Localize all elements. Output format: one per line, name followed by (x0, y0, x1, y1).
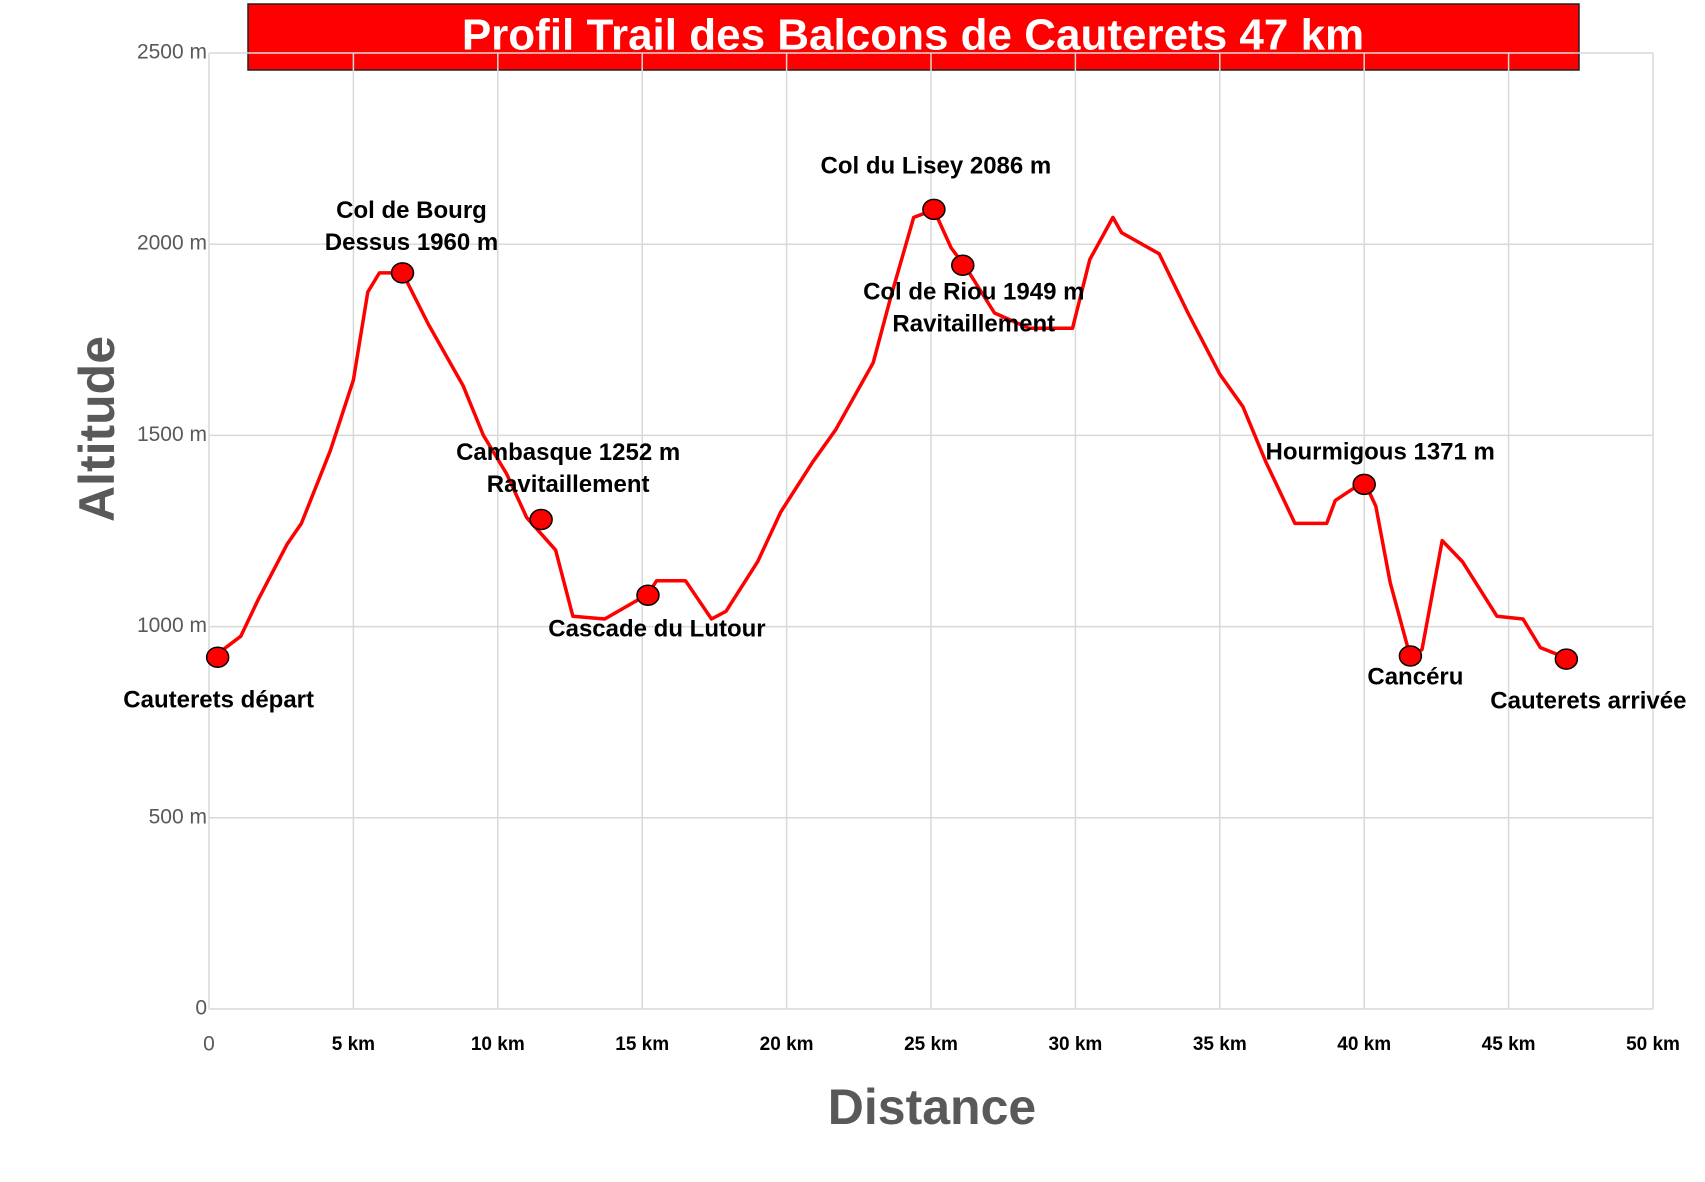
waypoint-label: Cauterets départ (123, 687, 314, 714)
x-tick-label: 50 km (1626, 1034, 1680, 1055)
waypoint-label: Col de Riou 1949 m (863, 279, 1084, 306)
waypoint-marker (390, 262, 415, 284)
waypoint-marker (1398, 645, 1423, 667)
y-tick-label: 1000 m (137, 614, 207, 637)
waypoint-label: Dessus 1960 m (325, 229, 498, 256)
title-box (247, 3, 1580, 71)
y-tick-label: 2500 m (137, 41, 207, 64)
y-tick-label: 1500 m (137, 423, 207, 446)
chart-title: Profil Trail des Balcons de Cauterets 47… (462, 11, 1364, 60)
waypoint-label: Cauterets arrivée (1490, 687, 1686, 714)
waypoint-label: Ravitaillement (892, 311, 1055, 338)
x-tick-label: 0 (203, 1033, 215, 1056)
waypoint-label: Hourmigous 1371 m (1265, 439, 1494, 466)
x-tick-label: 10 km (471, 1034, 525, 1055)
waypoint-label: Cancéru (1367, 663, 1463, 690)
waypoint-label: Cambasque 1252 m (456, 439, 680, 466)
waypoint-marker (205, 646, 230, 668)
waypoint-label: Ravitaillement (487, 471, 650, 498)
waypoint-marker (1554, 648, 1579, 670)
waypoint-label: Col du Lisey 2086 m (821, 153, 1052, 180)
waypoint-marker (636, 584, 660, 606)
waypoint-marker (1352, 473, 1376, 496)
x-tick-label: 35 km (1193, 1034, 1247, 1055)
x-tick-label: 45 km (1482, 1034, 1536, 1055)
x-tick-label: 25 km (904, 1034, 958, 1055)
y-tick-label: 0 (195, 997, 207, 1020)
waypoint-marker (922, 198, 946, 221)
x-tick-label: 20 km (760, 1034, 814, 1055)
y-tick-label: 500 m (149, 805, 207, 828)
x-tick-label: 30 km (1048, 1034, 1102, 1055)
waypoint-marker (951, 254, 975, 276)
waypoint-label: Cascade du Lutour (548, 616, 765, 643)
x-tick-label: 40 km (1337, 1034, 1391, 1055)
y-axis-label: Altitude (69, 336, 125, 522)
y-tick-label: 2000 m (137, 232, 207, 255)
x-axis-label: Distance (828, 1079, 1036, 1135)
waypoint-label: Col de Bourg (336, 197, 487, 224)
waypoint-marker (529, 508, 553, 531)
x-tick-label: 15 km (615, 1034, 669, 1055)
x-tick-label: 5 km (332, 1034, 375, 1055)
